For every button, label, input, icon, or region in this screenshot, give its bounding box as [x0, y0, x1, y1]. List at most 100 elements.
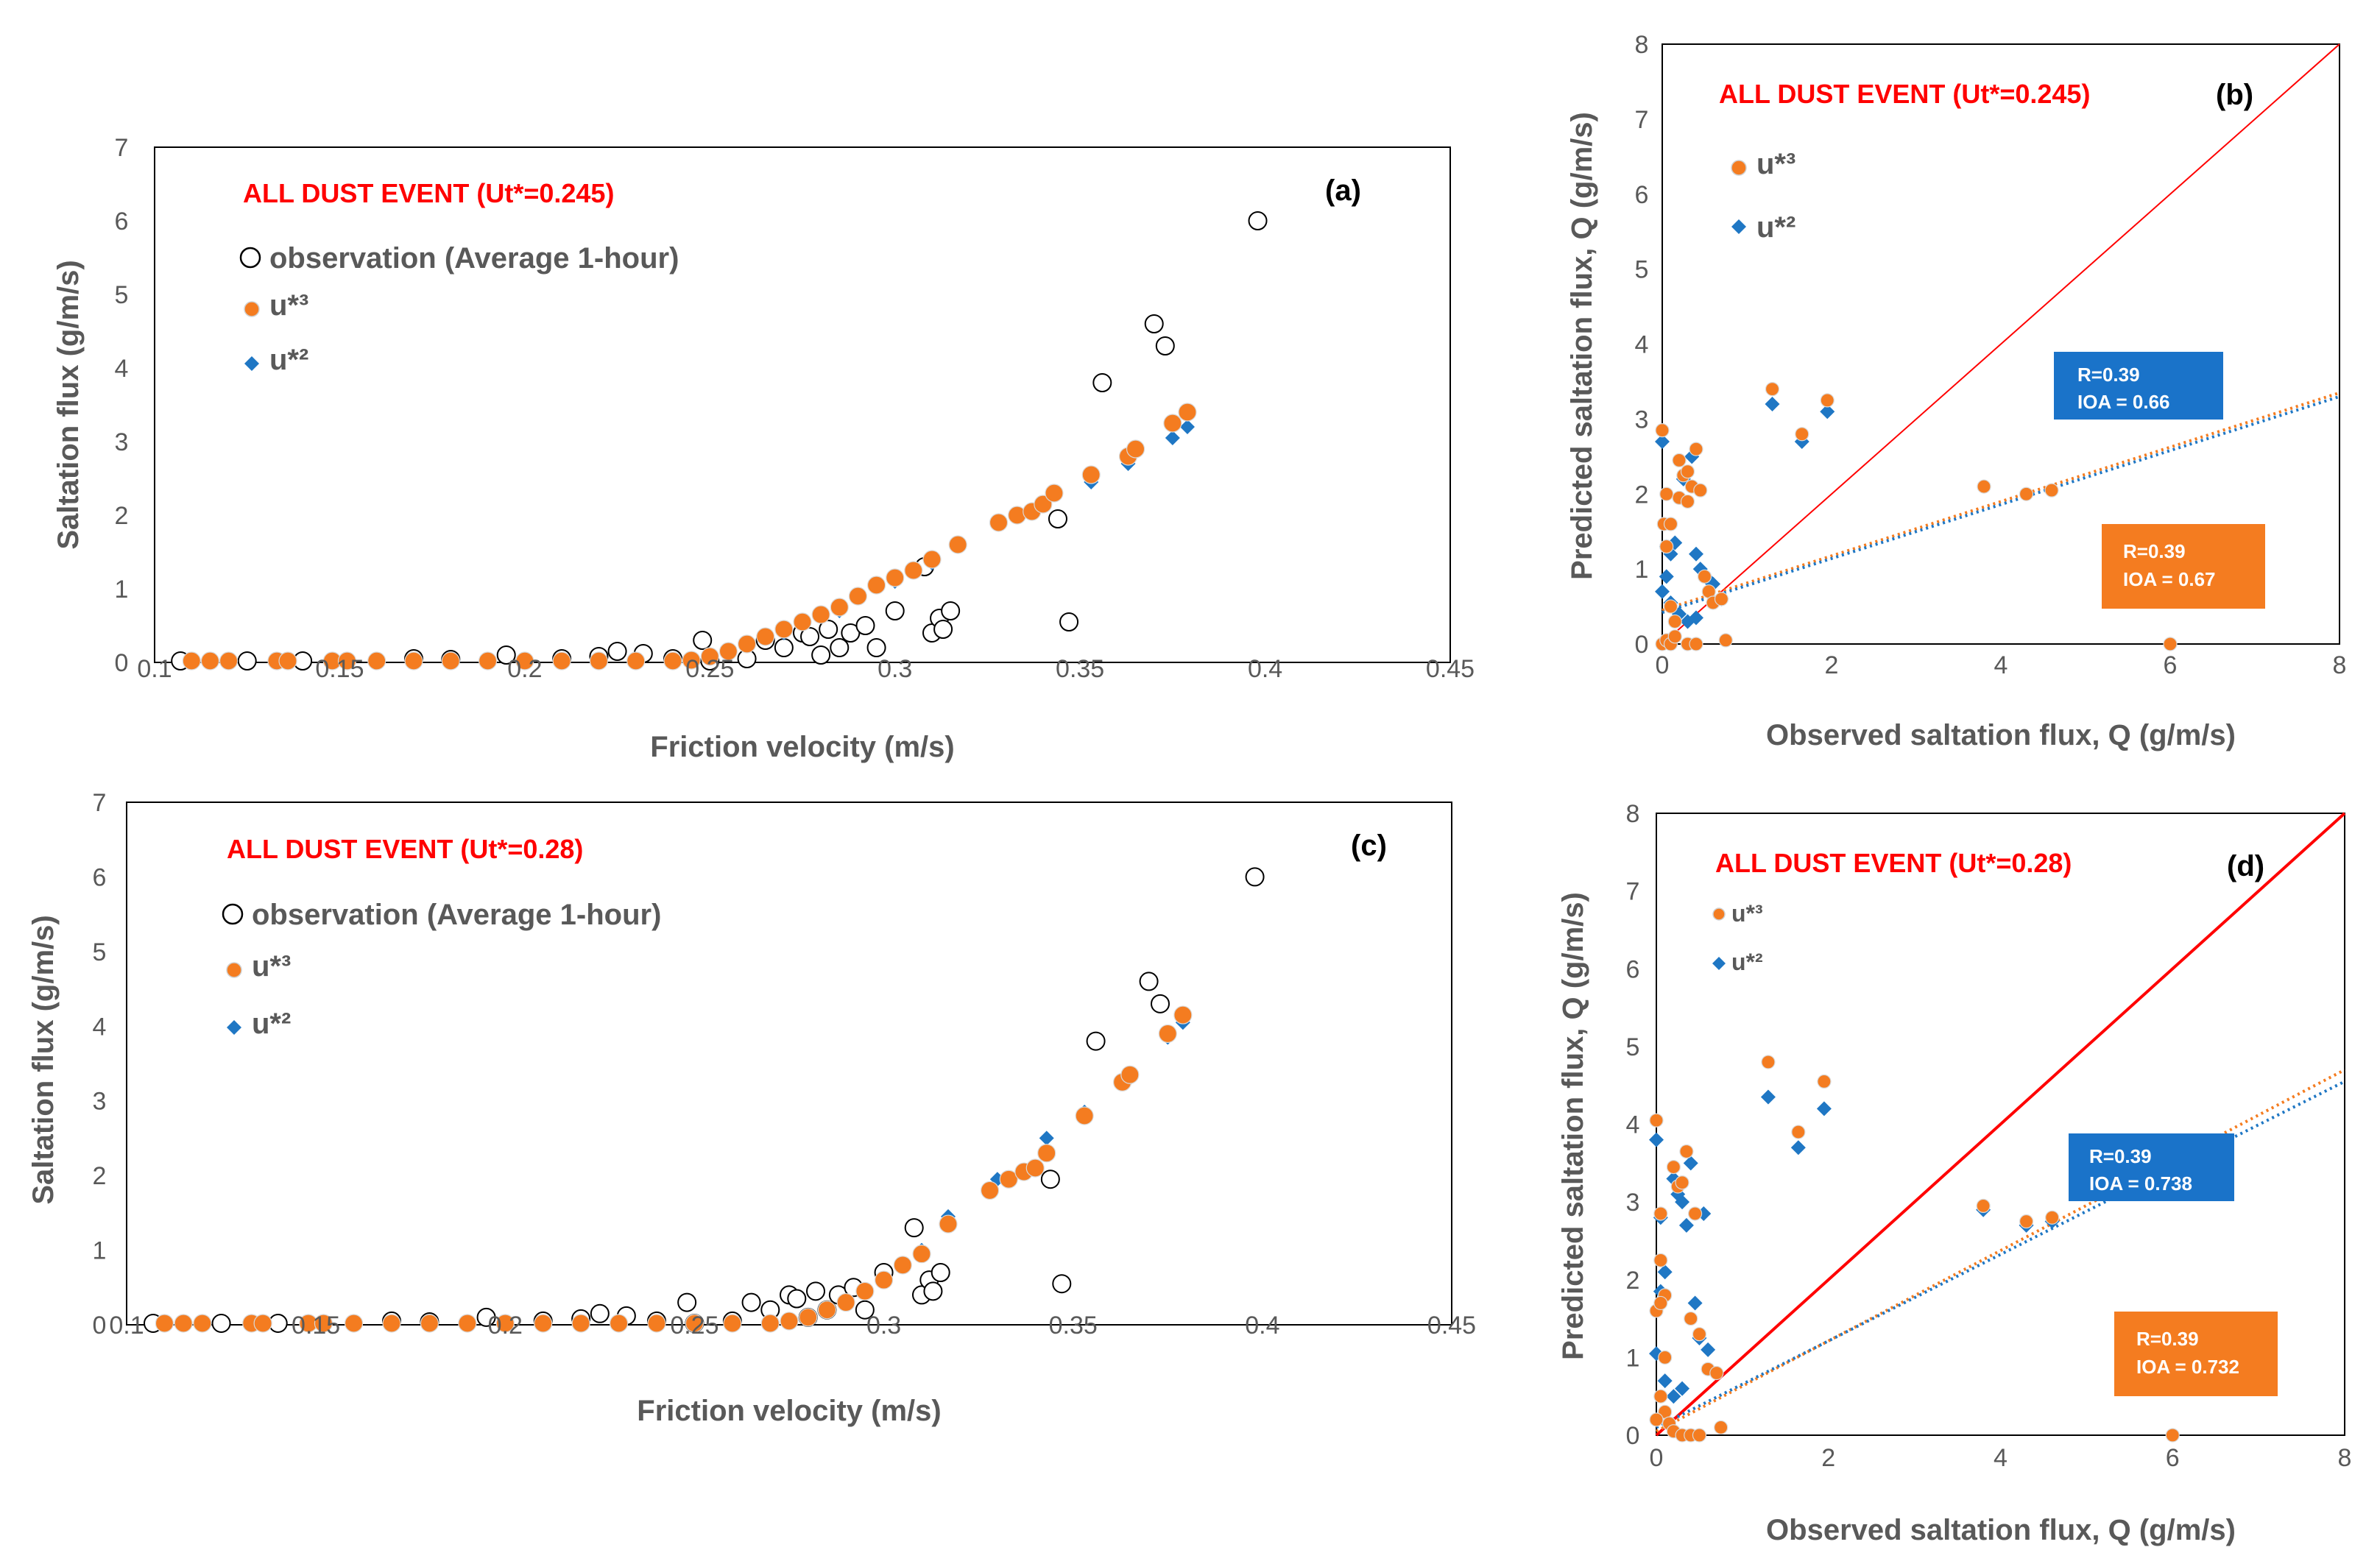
u3-point: [989, 513, 1009, 532]
u2-point: [1039, 1130, 1054, 1146]
legend-u3-marker-a: [244, 301, 260, 317]
y-tick-label-d: 8: [1626, 800, 1640, 828]
u3-point: [1977, 479, 1991, 494]
stats-box-u2-d: [2069, 1133, 2234, 1201]
y-tick-label-a: 1: [115, 576, 129, 604]
u3-point: [1034, 495, 1053, 514]
u3-point: [2163, 637, 2178, 651]
u3-point: [626, 651, 646, 670]
stats-box-u2-b: [2054, 352, 2223, 420]
xticks-b: 0 2 4 6 8: [1656, 651, 2347, 679]
u3-point: [1120, 1065, 1140, 1084]
y-tick-label-a: 0: [115, 649, 129, 677]
y-tick-label-a: 7: [115, 134, 129, 162]
u2-point: [1689, 546, 1703, 562]
legend-u2-a: u*²: [269, 344, 308, 376]
stats-box-u3-d: [2114, 1312, 2278, 1396]
x-tick-label-a: 0.35: [1056, 655, 1104, 683]
u3-point: [1697, 569, 1712, 584]
plot-area-a: [154, 146, 1451, 663]
u2-point: [1701, 1342, 1716, 1357]
u3-point: [1693, 483, 1708, 498]
x-tick-label-c: 0.45: [1427, 1312, 1476, 1340]
stats-u2-ioa-d: IOA = 0.738: [2089, 1172, 2192, 1195]
u2-point: [1666, 1389, 1681, 1404]
u3-point: [1820, 393, 1835, 408]
observation-point: [237, 651, 257, 670]
u3-point: [1663, 517, 1678, 531]
legend-observation-a: observation (Average 1-hour): [269, 242, 679, 275]
u2-point: [1816, 1101, 1832, 1117]
y-axis-label-c: Saltation flux (g/m/s): [27, 915, 60, 1204]
stats-u3-ioa-b: IOA = 0.67: [2123, 568, 2216, 590]
u3-point: [458, 1314, 477, 1333]
u3-point: [1976, 1198, 1991, 1214]
u3-point: [874, 1270, 894, 1289]
u3-point: [200, 651, 220, 670]
u3-point: [1679, 1144, 1694, 1159]
stats-u3-r-b: R=0.39: [2123, 540, 2186, 562]
u3-point: [685, 1314, 705, 1333]
legend-observation-marker-a: [239, 247, 261, 269]
event-annotation-a: ALL DUST EVENT (Ut*=0.245): [243, 178, 614, 208]
u3-point: [1795, 427, 1809, 442]
panel-label-c: (c): [1351, 829, 1387, 862]
y-tick-label-b: 6: [1635, 181, 1649, 209]
u3-point: [737, 634, 757, 654]
u3-point: [1045, 484, 1064, 503]
marks-c: [144, 867, 1265, 1333]
y-tick-label-c: 3: [93, 1088, 107, 1116]
y-tick-label-a: 3: [115, 428, 129, 456]
u3-point: [799, 1308, 818, 1327]
u3-point: [1081, 465, 1101, 484]
observation-point: [1144, 314, 1164, 333]
observation-point: [607, 642, 627, 661]
u3-point: [609, 1314, 629, 1333]
y-tick-label-d: 0: [1626, 1422, 1640, 1450]
u2-point: [1687, 1295, 1703, 1311]
observation-point: [904, 1218, 924, 1238]
y-axis-label-a: Saltation flux (g/m/s): [52, 260, 85, 549]
observation-point: [476, 1307, 496, 1327]
observation-point: [866, 638, 886, 657]
u3-point: [1667, 629, 1682, 644]
legend-u2-b: u*²: [1756, 211, 1795, 244]
y-tick-label-b: 5: [1635, 256, 1649, 284]
y-tick-label-c: 6: [93, 863, 107, 891]
event-annotation-b: ALL DUST EVENT (Ut*=0.245): [1719, 79, 2090, 109]
u3-point: [495, 1314, 515, 1333]
u3-point: [571, 1314, 590, 1333]
observation-point: [677, 1292, 697, 1312]
u3-point: [866, 576, 886, 595]
legend-u2-d: u*²: [1731, 949, 1763, 975]
x-tick-label-b: 6: [2164, 651, 2178, 679]
u3-point: [1692, 1428, 1707, 1443]
u3-point: [1075, 1106, 1094, 1125]
observation-point: [941, 601, 961, 620]
u2-point: [1760, 1089, 1776, 1105]
yticks-c: 0 1 2 3 4 5 6 7: [93, 789, 107, 1340]
panel-b: 0 2 4 6 8 0 1 2 3 4 5 6 7 8 ALL DUST EVENT (Ut*=0.24…: [1566, 31, 2346, 751]
x-tick-label-d: 8: [2338, 1444, 2352, 1472]
u3-point: [780, 1312, 799, 1331]
observation-point: [806, 1281, 825, 1301]
u2-point: [1655, 434, 1670, 449]
observation-point: [923, 1281, 943, 1301]
observation-point: [855, 1300, 875, 1320]
u3-point: [1680, 464, 1695, 479]
u3-point: [278, 651, 297, 670]
xticks-d: 0 2 4 6 8: [1650, 1444, 2352, 1472]
trendline-u3-d: [1656, 1068, 2345, 1433]
legend-u3-c: u*³: [252, 950, 291, 983]
y-tick-label-c: 0: [93, 1312, 107, 1340]
u2-point: [1179, 420, 1195, 434]
legend-u2-marker-c: [227, 1020, 241, 1035]
u3-point: [2019, 486, 2034, 501]
u3-point: [793, 612, 812, 631]
u2-point: [1165, 431, 1180, 445]
y-tick-label-c: 1: [93, 1237, 107, 1265]
stats-u2-ioa-b: IOA = 0.66: [2077, 391, 2170, 413]
u3-point: [1653, 1295, 1668, 1311]
x-tick-label-a: 0.45: [1426, 655, 1475, 683]
u3-point: [1714, 1420, 1728, 1435]
